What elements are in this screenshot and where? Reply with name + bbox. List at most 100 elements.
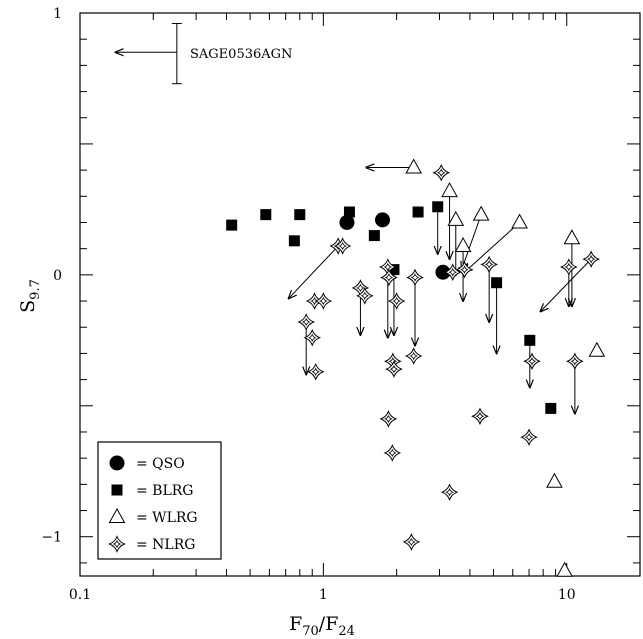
point-nlrg-outer (523, 352, 541, 371)
point-nlrg-inner (383, 262, 393, 272)
point-nlrg (406, 268, 424, 287)
point-wlrg (563, 229, 581, 245)
point-blrg (388, 264, 400, 276)
point-nlrg (303, 328, 322, 347)
legend-marker-circle (109, 455, 125, 471)
x-label-sub-24: 24 (338, 624, 355, 639)
point-blrg (226, 219, 238, 231)
y-axis-label: S9.7 (17, 279, 43, 313)
point-nlrg-outer (559, 258, 578, 276)
point-nlrg-outer (471, 407, 489, 426)
point-nlrg-outer (379, 410, 398, 428)
y-tick-label: 0 (53, 268, 62, 284)
point-nlrg-outer (455, 260, 474, 279)
point-nlrg-outer (303, 328, 322, 347)
point-nlrg-inner (389, 364, 399, 374)
point-nlrg-inner (301, 317, 311, 327)
point-nlrg-inner (436, 168, 446, 178)
point-wlrg (546, 472, 563, 488)
point-nlrg (314, 292, 333, 310)
legend-marker-triangle (108, 507, 126, 523)
point-nlrg-outer (306, 362, 325, 381)
y-label-sub: 9.7 (28, 279, 43, 300)
point-nlrg (440, 483, 459, 502)
point-wlrg (511, 213, 528, 229)
point-nlrg (306, 362, 325, 381)
y-tick-label: 1 (53, 6, 62, 22)
point-blrg (412, 206, 424, 218)
point-blrg (368, 230, 380, 242)
point-blrg (343, 206, 355, 218)
svg-text:S9.7: S9.7 (17, 279, 43, 313)
point-blrg (524, 334, 536, 346)
point-nlrg-inner (570, 356, 580, 366)
point-nlrg (380, 268, 398, 287)
point-nlrg-outer (380, 268, 398, 287)
point-wlrg (556, 561, 573, 577)
point-nlrg-inner (527, 356, 537, 366)
point-qso (375, 212, 391, 228)
point-nlrg-inner (392, 296, 401, 306)
y-tick-label: −1 (41, 530, 62, 546)
x-tick-label: 0.1 (69, 587, 91, 603)
point-nlrg (455, 260, 474, 279)
point-nlrg (379, 410, 398, 428)
x-label-slash-F: /F (319, 613, 339, 635)
point-nlrg-inner (409, 351, 418, 361)
point-nlrg-inner (388, 448, 397, 458)
sage-annotation-group: SAGE0536AGN (116, 22, 292, 85)
legend-label: = BLRG (136, 483, 194, 499)
legend-marker-star (108, 535, 126, 553)
point-blrg (491, 277, 503, 289)
limit-arrow-nlrg (289, 245, 339, 298)
point-qso (339, 214, 355, 230)
point-nlrg-outer (383, 444, 402, 462)
point-blrg (288, 235, 300, 247)
point-nlrg (523, 352, 541, 371)
point-nlrg-inner (448, 267, 458, 277)
point-nlrg (297, 313, 316, 331)
point-nlrg (383, 444, 402, 462)
x-label-F70: F (289, 613, 302, 635)
point-blrg (432, 201, 444, 213)
point-nlrg (404, 347, 423, 365)
point-wlrg (588, 341, 606, 357)
point-nlrg (402, 533, 421, 551)
point-nlrg-inner (307, 333, 317, 343)
point-nlrg-outer (440, 483, 459, 502)
point-nlrg-outer (480, 255, 499, 274)
limit-arrow-nlrg (540, 258, 592, 311)
point-nlrg-outer (404, 347, 423, 365)
point-wlrg (454, 237, 472, 253)
plot-frame (79, 12, 641, 577)
point-wlrg (447, 210, 465, 226)
point-blrg (260, 209, 272, 221)
point-nlrg-inner (338, 241, 347, 251)
point-nlrg (333, 237, 352, 255)
point-nlrg-outer (520, 428, 538, 447)
point-nlrg (443, 263, 462, 282)
point-nlrg (387, 292, 406, 310)
point-nlrg-outer (387, 292, 406, 310)
point-nlrg (480, 255, 499, 274)
x-label-sub-70: 70 (302, 624, 319, 639)
point-nlrg-inner (484, 260, 494, 269)
x-tick-label: 1 (319, 587, 328, 603)
point-nlrg-inner (356, 283, 365, 293)
limit-arrow-wlrg (464, 222, 520, 272)
point-nlrg-outer (355, 286, 374, 305)
point-nlrg-inner (360, 291, 370, 301)
point-nlrg-inner (319, 296, 328, 306)
point-nlrg (565, 352, 584, 371)
legend-label: = WLRG (136, 510, 198, 526)
point-nlrg-outer (582, 250, 601, 269)
data-marks (226, 158, 606, 577)
point-blrg (294, 209, 306, 221)
point-nlrg-outer (385, 360, 403, 379)
legend-marker-square (111, 484, 123, 496)
point-nlrg-outer (432, 163, 451, 182)
point-nlrg-inner (311, 367, 321, 377)
x-axis-label: F70/F24 (289, 613, 355, 639)
point-nlrg-outer (297, 313, 316, 331)
